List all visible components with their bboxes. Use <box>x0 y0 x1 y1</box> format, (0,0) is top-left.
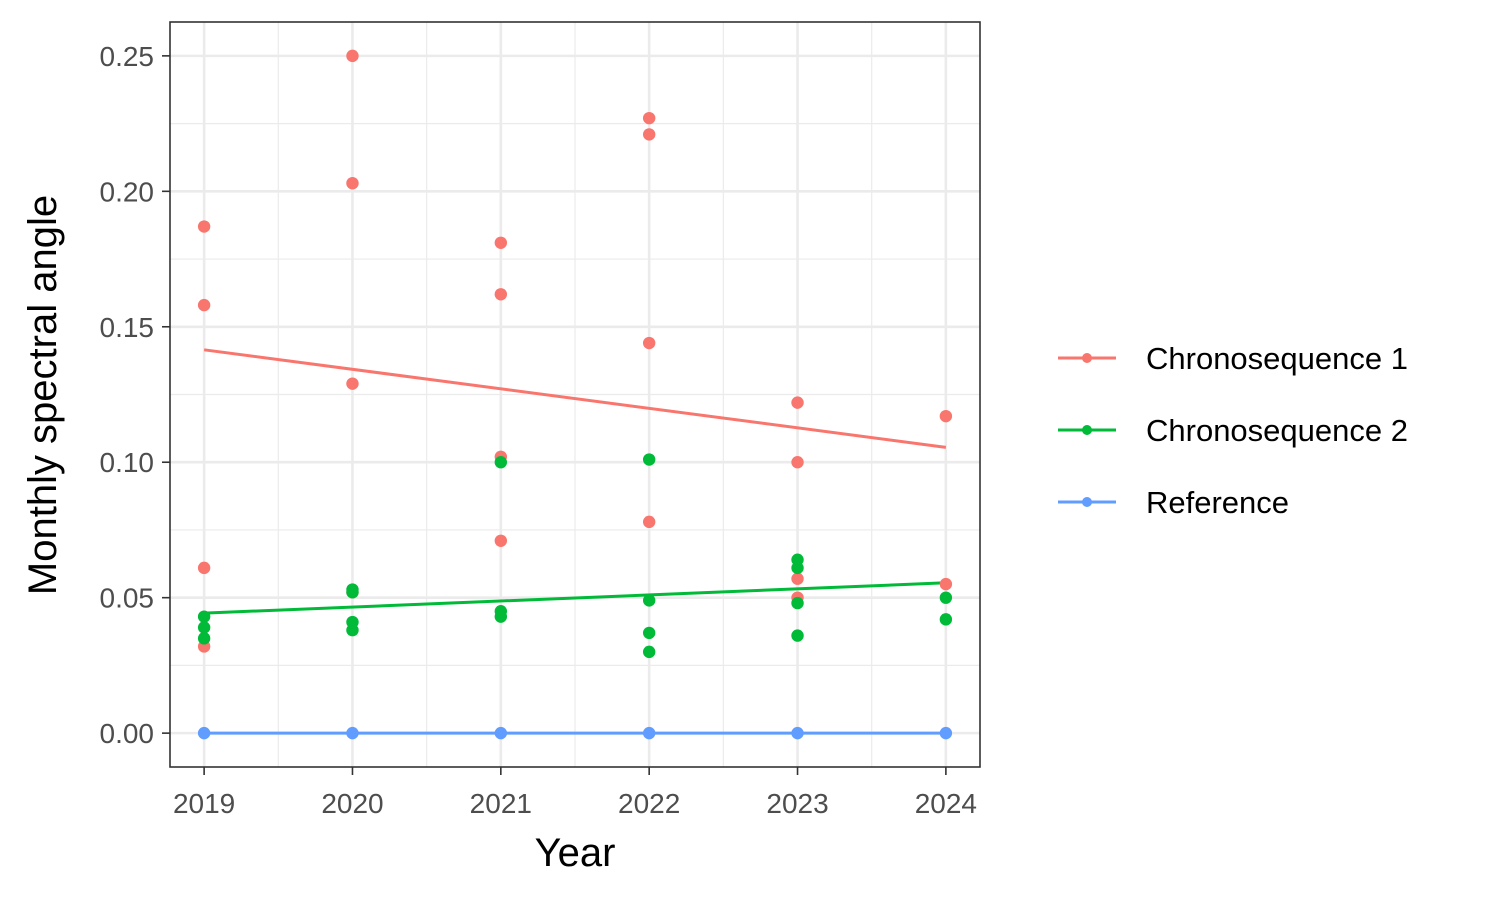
data-point <box>197 220 211 233</box>
trend-lines <box>203 348 947 735</box>
data-point <box>346 176 359 190</box>
data-point <box>791 396 804 409</box>
data-point <box>197 621 211 634</box>
data-point <box>494 456 508 469</box>
data-point <box>791 596 804 610</box>
data-point <box>494 726 508 740</box>
data-point <box>642 626 656 640</box>
data-point <box>494 534 508 547</box>
data-point <box>197 610 211 623</box>
legend-key-point <box>1082 425 1092 435</box>
data-point <box>346 726 359 740</box>
trend-line <box>204 581 946 615</box>
data-point <box>791 561 804 575</box>
y-tick-labels: 0.00 0.05 0.10 0.15 0.20 0.25 <box>100 41 155 749</box>
legend-key-point <box>1082 353 1092 363</box>
data-point <box>939 409 953 423</box>
grid-minor <box>170 22 980 767</box>
x-tick-label: 2024 <box>915 788 977 819</box>
data-point <box>346 623 359 637</box>
data-point <box>346 377 359 390</box>
trend-line <box>203 348 947 449</box>
data-point <box>197 632 211 645</box>
x-axis-title: Year <box>535 831 616 875</box>
legend-key-point <box>1082 497 1092 507</box>
data-point <box>642 453 656 466</box>
legend-label: Chronosequence 2 <box>1146 413 1408 448</box>
data-point <box>642 726 656 740</box>
y-tick-label: 0.25 <box>100 41 155 72</box>
data-point <box>642 336 656 350</box>
data-point <box>939 591 953 604</box>
legend-item: Reference <box>1058 485 1289 520</box>
x-tick-label: 2022 <box>618 788 680 819</box>
y-tick-label: 0.10 <box>100 447 155 478</box>
y-axis-title: Monthly spectral angle <box>21 195 65 595</box>
data-point <box>642 515 656 529</box>
legend-item: Chronosequence 2 <box>1058 413 1408 448</box>
data-point <box>791 456 804 469</box>
legend: Chronosequence 1 Chronosequence 2 Referenc… <box>1058 341 1408 520</box>
data-point <box>494 236 508 249</box>
data-point <box>642 594 656 607</box>
y-tick-label: 0.05 <box>100 583 155 614</box>
data-point <box>346 586 359 599</box>
data-point <box>939 613 953 626</box>
x-tick-label: 2019 <box>173 788 235 819</box>
data-point <box>791 572 804 585</box>
legend-label: Chronosequence 1 <box>1146 341 1408 376</box>
axis-ticks <box>162 55 947 775</box>
y-tick-label: 0.20 <box>100 176 155 207</box>
data-point <box>791 726 804 740</box>
data-point <box>197 726 211 740</box>
data-point <box>494 610 508 623</box>
data-point <box>346 49 359 63</box>
data-point <box>642 645 656 659</box>
data-point <box>642 111 656 125</box>
data-point <box>939 577 953 591</box>
x-tick-label: 2023 <box>766 788 828 819</box>
x-tick-labels: 2019 2020 2021 2022 2023 2024 <box>173 788 977 819</box>
data-points <box>197 49 953 740</box>
x-tick-label: 2021 <box>470 788 532 819</box>
y-tick-label: 0.00 <box>100 718 155 749</box>
data-point <box>939 726 953 740</box>
y-tick-label: 0.15 <box>100 312 155 343</box>
x-tick-label: 2020 <box>321 788 383 819</box>
data-point <box>197 298 211 312</box>
data-point <box>791 629 804 642</box>
data-point <box>494 288 508 301</box>
panel-border <box>169 21 981 768</box>
data-point <box>642 128 656 141</box>
data-point <box>197 561 211 575</box>
legend-item: Chronosequence 1 <box>1058 341 1408 376</box>
legend-label: Reference <box>1146 485 1289 520</box>
